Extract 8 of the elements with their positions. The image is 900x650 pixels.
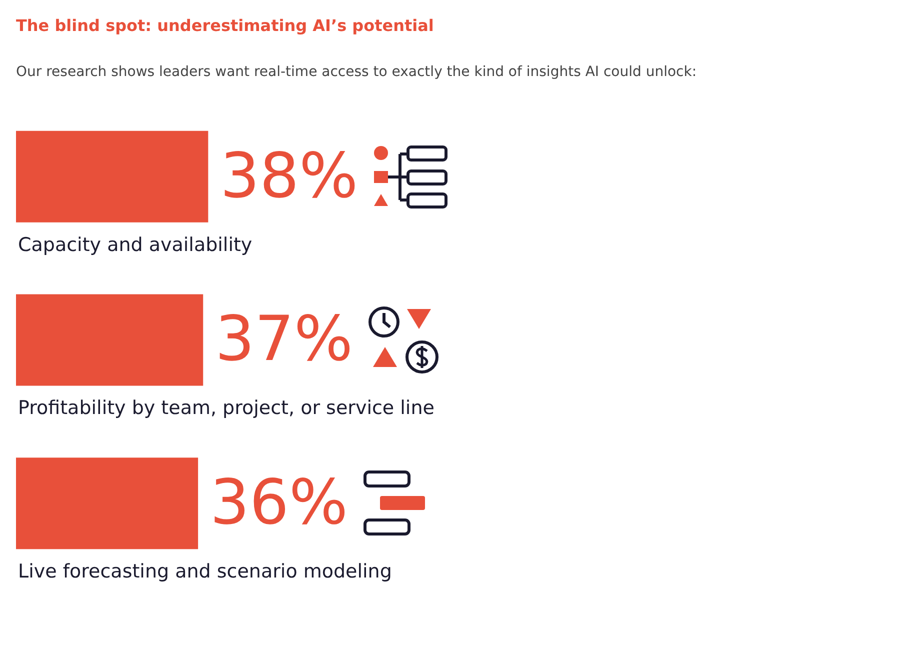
y-tick-label: Profitability by team, project, or service line [18, 397, 434, 420]
chart-title: The blind spot: underestimating AI’s potential [16, 16, 434, 35]
data-label: 37% [215, 302, 353, 376]
y-tick-label: Live forecasting and scenario modeling [18, 560, 392, 583]
data-label: 38% [220, 138, 358, 212]
text: Our research shows leaders want real-time access to exactly the kind of insights AI could unlock: [16, 64, 697, 80]
data-label: 36% [210, 465, 348, 538]
y-tick-label: Capacity and availability [18, 234, 252, 256]
